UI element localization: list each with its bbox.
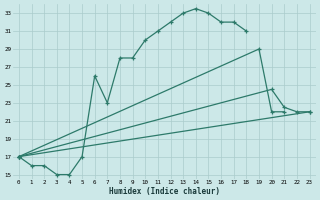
X-axis label: Humidex (Indice chaleur): Humidex (Indice chaleur) <box>109 187 220 196</box>
